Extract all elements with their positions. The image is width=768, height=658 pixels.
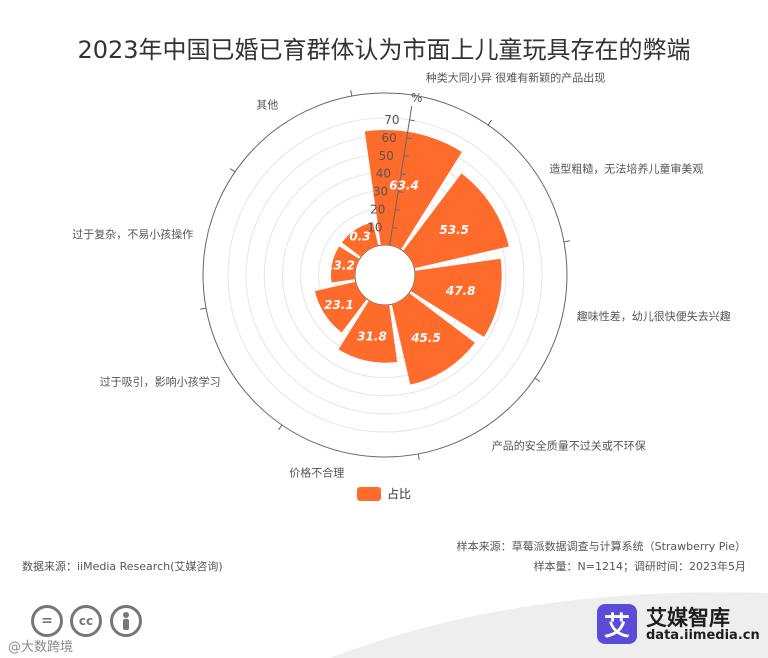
bar-3 <box>391 293 475 385</box>
legend: 占比 <box>357 486 411 501</box>
bar-4 <box>338 300 398 363</box>
radial-tick <box>398 191 404 193</box>
brand-logo: 艾 <box>597 604 637 644</box>
radial-tick-label: 60 <box>381 131 396 145</box>
legend-swatch <box>357 487 381 501</box>
angle-tick <box>487 119 492 126</box>
inner-hub <box>354 244 416 306</box>
data-label-1: 53.5 <box>439 223 469 237</box>
radial-tick-label: 20 <box>370 203 385 217</box>
radial-tick <box>395 209 401 211</box>
category-label-5: 过于吸引，影响小孩学习 <box>100 375 221 389</box>
grid-circle <box>227 117 543 433</box>
radial-tick <box>392 226 398 229</box>
equal-icon: = <box>31 605 63 637</box>
data-source: 数据来源：iiMedia Research(艾媒咨询) <box>22 560 223 573</box>
category-label-4: 价格不合理 <box>289 466 344 480</box>
axis-layer: 10 20 30 40 50 60 70% <box>200 90 570 460</box>
radial-tick <box>400 173 407 175</box>
radial-tick-label: 10 <box>367 220 382 234</box>
label-layer: 63.4 53.5 47.8 45.5 31.8 23.1 13.2 0.3 种类大同小异 很难… <box>72 70 730 479</box>
radial-tick <box>406 137 412 140</box>
angle-tick <box>563 240 570 243</box>
outer-circle <box>202 92 568 458</box>
radial-tick-label: 70 <box>384 113 399 127</box>
bottom-band <box>330 592 768 658</box>
angle-tick <box>200 307 207 310</box>
radial-tick <box>403 155 409 158</box>
category-label-7: 其他 <box>256 99 278 112</box>
data-label-7: 0.3 <box>349 229 370 243</box>
data-label-3: 45.5 <box>410 331 441 345</box>
bar-2 <box>410 258 502 337</box>
radial-tick <box>409 119 415 122</box>
data-label-4: 31.8 <box>357 329 387 343</box>
cc-icon: cc <box>70 605 102 637</box>
sample-source: 样本来源：草莓派数据调查与计算系统（Strawberry Pie） <box>456 540 746 553</box>
bar-5 <box>314 281 367 333</box>
angle-tick <box>229 168 236 173</box>
category-label-3: 产品的安全质量不过关或不环保 <box>492 438 646 452</box>
person-icon <box>110 605 142 637</box>
chart-title: 2023年中国已婚已育群体认为市面上儿童玩具存在的弊端 <box>77 36 691 64</box>
watermark: @大数跨境 <box>8 640 74 655</box>
radial-axis <box>389 106 413 246</box>
radial-tick-label: 40 <box>376 167 391 181</box>
data-label-5: 23.1 <box>324 298 354 312</box>
legend-label: 占比 <box>387 486 411 501</box>
category-label-2: 趣味性差，幼儿很快便失去兴趣 <box>577 309 731 323</box>
category-label-0: 种类大同小异 很难有新颖的产品出现 <box>426 70 606 84</box>
data-label-0: 63.4 <box>389 178 419 192</box>
angle-tick <box>534 377 541 382</box>
angle-tick <box>278 424 283 431</box>
bar-6 <box>331 246 360 283</box>
sample-info: 样本量：N=1214；调研时间：2023年5月 <box>533 560 746 573</box>
angle-tick <box>350 90 353 97</box>
radial-unit: % <box>411 91 422 105</box>
bar-0 <box>364 129 462 250</box>
radial-tick-label: 30 <box>373 185 388 199</box>
bar-layer <box>314 129 509 385</box>
bar-7 <box>341 222 379 257</box>
radial-tick-label: 50 <box>379 149 394 163</box>
bar-1 <box>403 173 509 269</box>
angle-tick <box>417 453 420 460</box>
data-label-6: 13.2 <box>325 258 355 272</box>
category-label-1: 造型粗糙，无法培养儿童审美观 <box>549 161 703 175</box>
brand-name: 艾媒智库 <box>646 606 730 630</box>
data-label-2: 47.8 <box>445 284 476 298</box>
brand-url: data.iimedia.cn <box>646 628 760 643</box>
category-label-6: 过于复杂，不易小孩操作 <box>72 227 193 241</box>
